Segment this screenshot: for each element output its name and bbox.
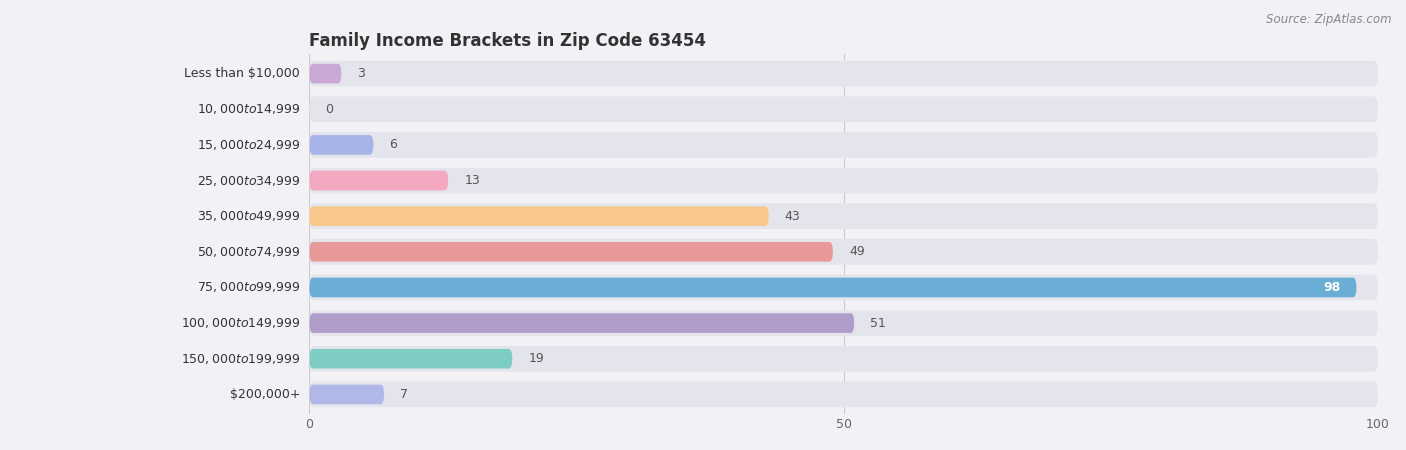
- Text: $35,000 to $49,999: $35,000 to $49,999: [197, 209, 299, 223]
- FancyBboxPatch shape: [309, 96, 1378, 122]
- FancyBboxPatch shape: [309, 239, 1378, 265]
- Text: $15,000 to $24,999: $15,000 to $24,999: [197, 138, 299, 152]
- Text: $25,000 to $34,999: $25,000 to $34,999: [197, 174, 299, 188]
- Text: 19: 19: [529, 352, 544, 365]
- FancyBboxPatch shape: [309, 310, 1378, 336]
- FancyBboxPatch shape: [309, 313, 855, 333]
- FancyBboxPatch shape: [309, 274, 1378, 300]
- Text: 98: 98: [1323, 281, 1340, 294]
- Text: 7: 7: [401, 388, 408, 401]
- Text: Less than $10,000: Less than $10,000: [184, 67, 299, 80]
- FancyBboxPatch shape: [309, 207, 769, 226]
- Text: $10,000 to $14,999: $10,000 to $14,999: [197, 102, 299, 116]
- Text: 51: 51: [870, 317, 886, 329]
- Text: 0: 0: [325, 103, 333, 116]
- FancyBboxPatch shape: [309, 349, 512, 369]
- Text: 6: 6: [389, 139, 398, 151]
- Text: 49: 49: [849, 245, 865, 258]
- FancyBboxPatch shape: [309, 64, 342, 83]
- Text: $75,000 to $99,999: $75,000 to $99,999: [197, 280, 299, 294]
- FancyBboxPatch shape: [309, 61, 1378, 86]
- Text: 3: 3: [357, 67, 366, 80]
- Text: $50,000 to $74,999: $50,000 to $74,999: [197, 245, 299, 259]
- Text: Family Income Brackets in Zip Code 63454: Family Income Brackets in Zip Code 63454: [309, 32, 706, 50]
- FancyBboxPatch shape: [309, 132, 1378, 158]
- FancyBboxPatch shape: [309, 203, 1378, 229]
- FancyBboxPatch shape: [309, 278, 1357, 297]
- FancyBboxPatch shape: [309, 346, 1378, 372]
- FancyBboxPatch shape: [309, 242, 832, 261]
- FancyBboxPatch shape: [309, 382, 1378, 407]
- FancyBboxPatch shape: [309, 171, 449, 190]
- Text: Source: ZipAtlas.com: Source: ZipAtlas.com: [1267, 14, 1392, 27]
- FancyBboxPatch shape: [309, 385, 384, 404]
- Text: $150,000 to $199,999: $150,000 to $199,999: [180, 352, 299, 366]
- Text: 13: 13: [464, 174, 479, 187]
- Text: 43: 43: [785, 210, 800, 223]
- Text: $100,000 to $149,999: $100,000 to $149,999: [180, 316, 299, 330]
- FancyBboxPatch shape: [309, 135, 374, 155]
- FancyBboxPatch shape: [309, 168, 1378, 194]
- Text: $200,000+: $200,000+: [229, 388, 299, 401]
